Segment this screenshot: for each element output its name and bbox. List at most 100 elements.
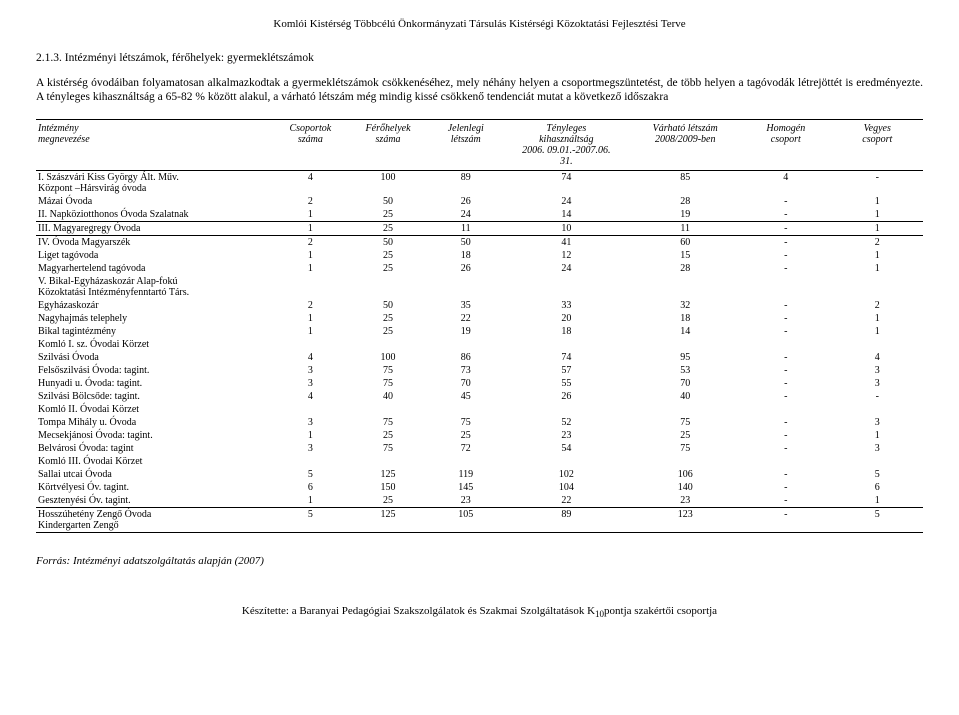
cell	[429, 275, 502, 299]
cell: 75	[347, 442, 429, 455]
cell: -	[740, 262, 831, 275]
cell: 12	[502, 249, 630, 262]
cell: 4	[832, 351, 924, 364]
row-name: Tompa Mihály u. Óvoda	[36, 416, 274, 429]
cell: 75	[429, 416, 502, 429]
cell: 32	[630, 299, 740, 312]
cell: 104	[502, 481, 630, 494]
cell: 25	[630, 429, 740, 442]
cell: 50	[347, 195, 429, 208]
table-row: Tompa Mihály u. Óvoda375755275-3	[36, 416, 923, 429]
footer-page-number: 10	[595, 609, 604, 619]
cell: -	[740, 442, 831, 455]
cell: 1	[274, 429, 347, 442]
cell: 52	[502, 416, 630, 429]
footer-suffix: pontja szakértői csoportja	[604, 605, 717, 617]
table-row: Nagyhajmás telephely125222018-1	[36, 312, 923, 325]
cell: 2	[274, 299, 347, 312]
cell: -	[740, 312, 831, 325]
cell: 1	[832, 325, 924, 338]
cell: -	[740, 325, 831, 338]
cell: 2	[274, 235, 347, 249]
col-header: Ténylegeskihasználtság2006. 09.01.-2007.…	[502, 119, 630, 170]
cell: 75	[630, 442, 740, 455]
col-header: Intézménymegnevezése	[36, 119, 274, 170]
cell: 22	[502, 494, 630, 508]
cell: 26	[502, 390, 630, 403]
cell: 89	[429, 170, 502, 195]
cell: 75	[347, 416, 429, 429]
cell: -	[740, 364, 831, 377]
row-name: Belvárosi Óvoda: tagint	[36, 442, 274, 455]
cell: 14	[630, 325, 740, 338]
cell: 23	[429, 494, 502, 508]
table-row: Belvárosi Óvoda: tagint375725475-3	[36, 442, 923, 455]
cell: 3	[832, 364, 924, 377]
cell: 25	[347, 262, 429, 275]
cell: -	[740, 390, 831, 403]
cell	[502, 338, 630, 351]
cell: 11	[429, 221, 502, 235]
table-row: Bikal tagintézmény125191814-1	[36, 325, 923, 338]
cell: 24	[502, 195, 630, 208]
cell: 1	[832, 429, 924, 442]
col-header: Férőhelyekszáma	[347, 119, 429, 170]
cell: 3	[832, 377, 924, 390]
cell	[274, 338, 347, 351]
cell: 4	[274, 351, 347, 364]
cell	[347, 275, 429, 299]
cell	[630, 403, 740, 416]
cell: 26	[429, 262, 502, 275]
cell: 3	[832, 416, 924, 429]
cell: 140	[630, 481, 740, 494]
section-number: 2.1.3. Intézményi létszámok, férőhelyek:…	[36, 52, 923, 64]
cell: 40	[630, 390, 740, 403]
cell: 70	[630, 377, 740, 390]
cell: 18	[630, 312, 740, 325]
cell: 145	[429, 481, 502, 494]
cell: 22	[429, 312, 502, 325]
row-name: Mázai Óvoda	[36, 195, 274, 208]
cell: 75	[347, 364, 429, 377]
cell: 3	[274, 364, 347, 377]
cell: 70	[429, 377, 502, 390]
cell	[347, 338, 429, 351]
cell: 3	[274, 442, 347, 455]
cell: 4	[274, 170, 347, 195]
cell	[630, 455, 740, 468]
col-header: Jelenlegilétszám	[429, 119, 502, 170]
cell: 1	[832, 195, 924, 208]
cell: 25	[347, 325, 429, 338]
cell	[832, 275, 924, 299]
cell: 6	[274, 481, 347, 494]
cell: 119	[429, 468, 502, 481]
cell	[502, 455, 630, 468]
table-row: I. Szászvári Kiss György Ált. Műv.Közpon…	[36, 170, 923, 195]
row-name: Nagyhajmás telephely	[36, 312, 274, 325]
col-header: Csoportokszáma	[274, 119, 347, 170]
cell: 1	[274, 312, 347, 325]
row-name: Hunyadi u. Óvoda: tagint.	[36, 377, 274, 390]
col-header: Homogéncsoport	[740, 119, 831, 170]
cell: 100	[347, 170, 429, 195]
cell	[347, 455, 429, 468]
row-name: Szilvási Óvoda	[36, 351, 274, 364]
cell: 150	[347, 481, 429, 494]
cell: 105	[429, 507, 502, 532]
row-name: Szilvási Bölcsőde: tagint.	[36, 390, 274, 403]
cell: 33	[502, 299, 630, 312]
table-row: Liget tagóvoda125181215-1	[36, 249, 923, 262]
table-row: Hosszúhetény Zengő ÓvodaKindergarten Zen…	[36, 507, 923, 532]
cell: 1	[274, 221, 347, 235]
row-name: Komló II. Óvodai Körzet	[36, 403, 274, 416]
cell: 24	[502, 262, 630, 275]
table-row: Szilvási Óvoda4100867495-4	[36, 351, 923, 364]
cell: 1	[274, 262, 347, 275]
cell: 1	[274, 494, 347, 508]
table-row: II. Napköziotthonos Óvoda Szalatnak12524…	[36, 208, 923, 222]
cell	[429, 455, 502, 468]
cell: 102	[502, 468, 630, 481]
table-row: Komló III. Óvodai Körzet	[36, 455, 923, 468]
cell: 50	[347, 299, 429, 312]
row-name: II. Napköziotthonos Óvoda Szalatnak	[36, 208, 274, 222]
